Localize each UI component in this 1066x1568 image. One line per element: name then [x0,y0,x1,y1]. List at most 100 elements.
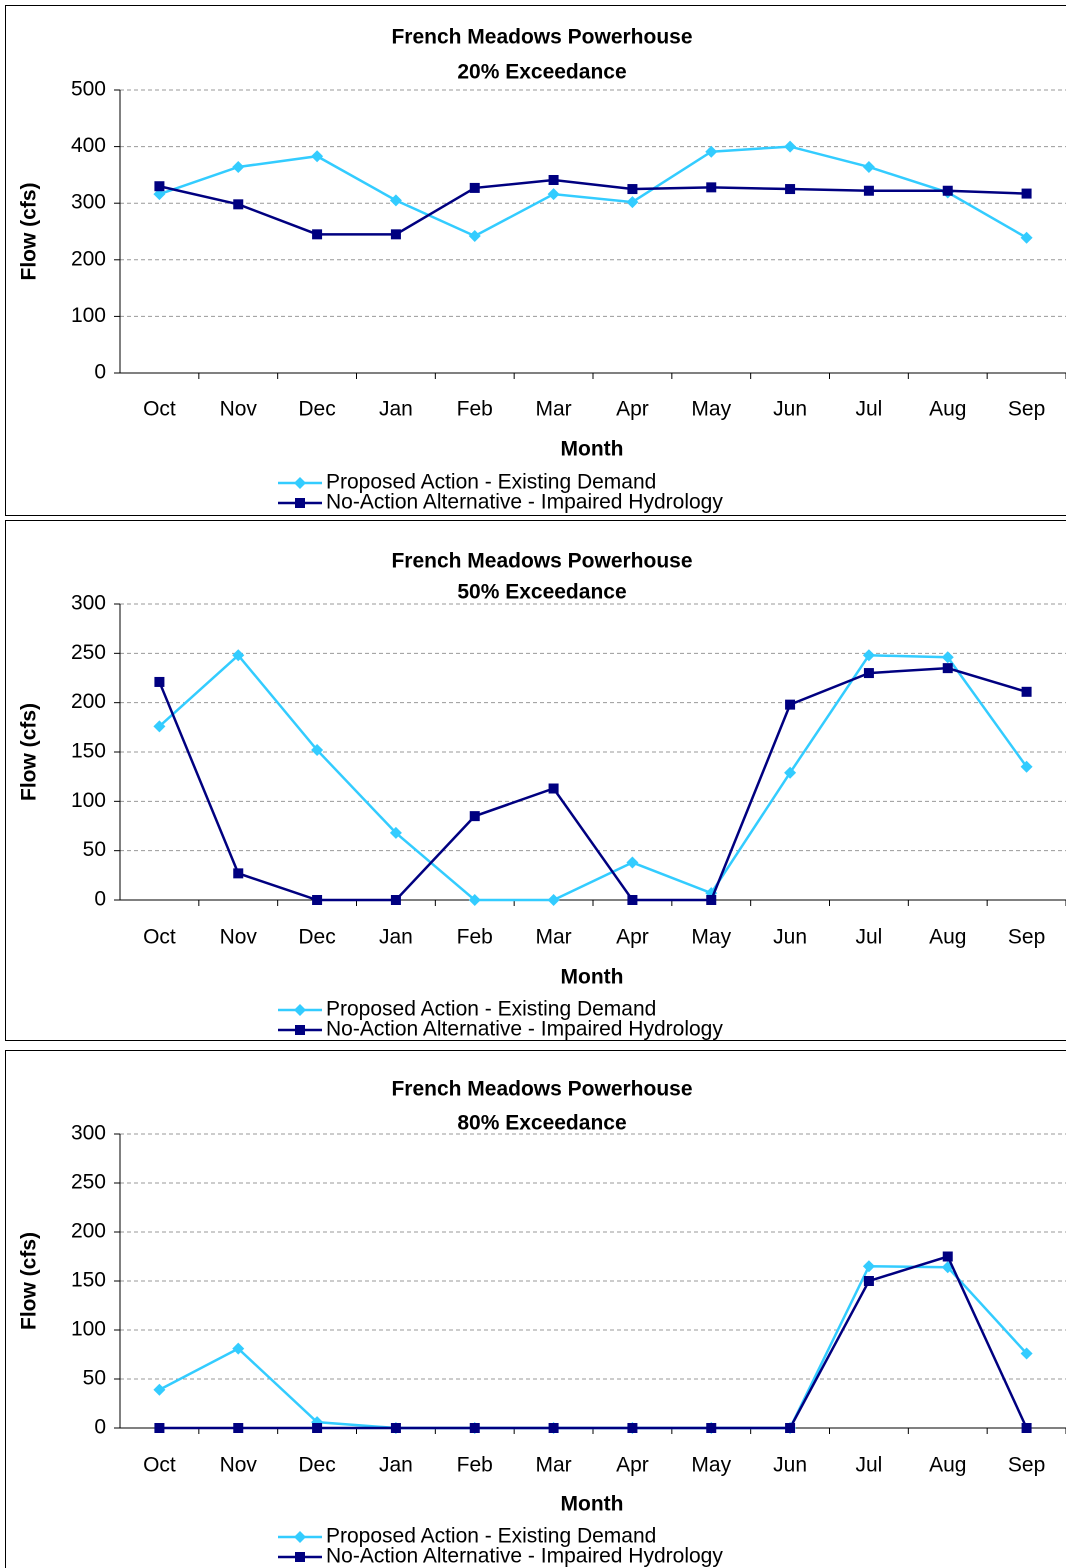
chart-border [5,520,1066,1041]
x-tick-label: Jan [379,1454,413,1477]
y-tick-label: 50 [83,1367,106,1390]
x-tick-label: Nov [220,926,258,949]
chart-border [5,1050,1066,1568]
x-tick-label: Apr [616,398,649,421]
x-tick-label: Mar [535,1454,571,1477]
x-tick-label: May [691,926,731,949]
series-line [159,1254,1028,1430]
data-point [311,150,324,163]
x-tick-label: Feb [457,398,493,421]
x-tick-label: Apr [616,926,649,949]
data-point [233,1423,244,1433]
data-point [154,181,165,192]
x-tick-label: Aug [929,1454,966,1477]
data-point [389,826,402,839]
x-tick-label: Dec [298,1454,335,1477]
y-tick-label: 500 [71,78,106,101]
chart-subtitle: 80% Exceedance [457,1112,626,1135]
x-tick-label: Jan [379,926,413,949]
data-point [469,182,480,193]
x-tick-label: Aug [929,926,966,949]
data-point [1020,760,1033,773]
x-tick-label: Sep [1008,1454,1045,1477]
data-point [627,184,638,195]
legend-marker [294,1531,306,1543]
data-point [785,1423,796,1433]
legend-marker [295,498,305,508]
data-point [785,699,796,710]
y-tick-label: 300 [71,1122,106,1145]
data-point [1021,188,1032,199]
legend-label: Proposed Action - Existing Demand [326,998,656,1021]
data-point [233,199,244,210]
series-line [159,145,1028,239]
legend-label: Proposed Action - Existing Demand [326,471,656,494]
y-tick-label: 150 [71,1269,106,1292]
x-tick-label: Oct [143,926,176,949]
y-tick-label: 300 [71,191,106,214]
chart-border [5,5,1066,516]
x-tick-label: Jun [773,1454,807,1477]
data-point [706,1423,717,1433]
y-tick-label: 0 [94,888,106,911]
data-point [154,676,165,687]
data-point [468,230,481,243]
data-point [863,1276,874,1286]
x-tick-label: Apr [616,1454,649,1477]
data-point [547,188,560,201]
data-point [468,894,481,906]
y-axis-label: Flow (cfs) [18,703,41,801]
data-point [311,744,324,757]
data-point [863,185,874,196]
legend-marker [295,1552,305,1562]
x-axis-label: Month [561,438,624,461]
x-tick-label: Nov [220,398,258,421]
data-point [862,649,875,662]
data-point [862,1260,875,1273]
data-point [706,182,717,193]
x-tick-label: Jul [855,398,882,421]
x-tick-label: Sep [1008,926,1045,949]
y-tick-label: 250 [71,641,106,664]
x-tick-label: Oct [143,1454,176,1477]
legend-marker [294,1004,306,1016]
x-tick-label: Jul [855,1454,882,1477]
data-point [942,663,953,674]
series-line [159,178,1027,236]
y-tick-label: 50 [83,838,106,861]
legend-label: No-Action Alternative - Impaired Hydrolo… [326,1545,723,1568]
data-point [232,1342,245,1355]
data-point [942,185,953,196]
y-tick-label: 250 [71,1171,106,1194]
data-point [469,811,480,822]
x-tick-label: Jul [855,926,882,949]
data-point [153,1383,166,1396]
data-point [312,895,323,905]
data-point [627,1423,638,1433]
data-point [548,1423,559,1433]
data-point [469,1423,480,1433]
x-axis-label: Month [561,966,624,989]
data-point [1021,686,1032,697]
data-point [863,668,874,679]
legend-label: Proposed Action - Existing Demand [326,1525,656,1548]
x-axis-label: Month [561,1493,624,1516]
data-point [785,184,796,195]
x-tick-label: Aug [929,398,966,421]
chart-subtitle: 20% Exceedance [457,61,626,84]
y-tick-label: 400 [71,134,106,157]
x-tick-label: Mar [535,398,571,421]
legend-label: No-Action Alternative - Impaired Hydrolo… [326,1018,723,1041]
chart-subtitle: 50% Exceedance [457,581,626,604]
data-point [626,196,639,209]
x-tick-label: Sep [1008,398,1045,421]
data-point [389,194,402,207]
data-point [547,894,560,906]
y-tick-label: 200 [71,690,106,713]
chart-title: French Meadows Powerhouse [391,550,692,573]
data-point [627,895,638,905]
data-point [942,1251,953,1262]
y-axis-label: Flow (cfs) [18,183,41,281]
y-tick-label: 0 [94,1416,106,1439]
